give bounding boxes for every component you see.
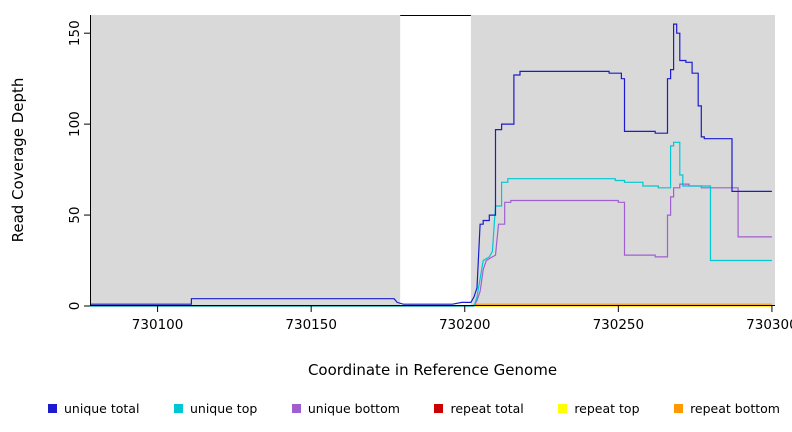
legend-label: repeat bottom [690,401,780,416]
y-axis-title: Read Coverage Depth [9,77,27,243]
series-unique-total [90,23,772,305]
legend-swatch [291,404,301,413]
series-unique-bottom [90,183,772,307]
y-tick-label: 0 [67,302,83,311]
legend-label: unique total [64,401,140,416]
legend-item-repeat-top: repeat top [558,401,640,416]
legend-swatch [674,404,684,413]
x-tick-label: 730250 [593,317,645,333]
legend-swatch [173,404,183,413]
legend-swatch [434,404,444,413]
legend-label: unique bottom [307,401,400,416]
x-tick-label: 730100 [132,317,184,333]
x-axis-title: Coordinate in Reference Genome [307,361,558,379]
shaded-region [470,15,775,306]
y-tick-label: 150 [67,20,83,46]
legend-label: repeat top [574,401,640,416]
series-unique-top [90,141,772,307]
legend-label: repeat total [450,401,524,416]
legend-item-unique-top: unique top [173,401,258,416]
y-tick-label: 50 [67,206,83,223]
y-tick-label: 100 [67,111,83,137]
legend-item-repeat-total: repeat total [434,401,524,416]
legend-swatch [48,404,57,413]
x-tick-label: 730200 [439,317,491,333]
legend-item-unique-bottom: unique bottom [291,401,400,416]
legend: unique total unique top unique bottom repea… [48,401,780,416]
legend-item-unique-total: unique total [48,401,139,416]
shaded-region [90,15,401,306]
x-tick-label: 730150 [285,317,337,333]
legend-label: unique top [189,401,258,416]
legend-item-repeat-bottom: repeat bottom [674,401,780,416]
legend-swatch [558,404,568,413]
